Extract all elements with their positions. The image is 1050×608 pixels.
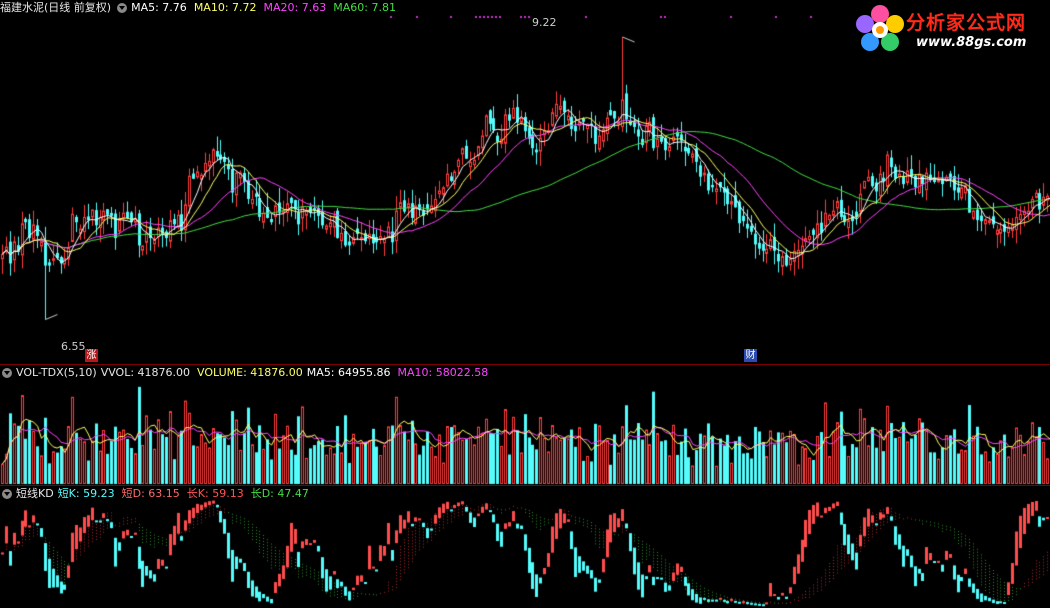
volume-ma5-value: MA5: 64955.86 xyxy=(306,366,391,379)
vvol-value: VVOL: 41876.00 xyxy=(100,366,191,379)
finance-tag[interactable]: 财 xyxy=(744,349,757,362)
limit-up-tag[interactable]: 涨 xyxy=(85,349,98,362)
logo-title: 分析家公式网 xyxy=(906,12,1027,34)
stock-name: 福建水泥(日线 前复权) xyxy=(0,1,112,14)
long-d-value: 长D: 47.47 xyxy=(250,487,309,500)
site-logo[interactable]: 分析家公式网 www.88gs.com xyxy=(850,0,1050,60)
ma60-value: MA60: 7.81 xyxy=(333,1,396,14)
kd-indicator-name: 短线KD xyxy=(16,487,54,500)
short-d-value: 短D: 63.15 xyxy=(121,487,180,500)
long-k-value: 长K: 59.13 xyxy=(186,487,244,500)
low-price-label: 6.55 xyxy=(61,340,86,353)
high-price-label: 9.22 xyxy=(532,16,557,29)
volume-ma10-value: MA10: 58022.58 xyxy=(397,366,489,379)
panel-divider-2 xyxy=(0,485,1050,486)
short-k-value: 短K: 59.23 xyxy=(57,487,115,500)
volume-value: VOLUME: 41876.00 xyxy=(197,366,303,379)
indicator-menu-icon[interactable] xyxy=(117,3,128,13)
panel-divider-1 xyxy=(0,364,1050,365)
ma20-value: MA20: 7.63 xyxy=(263,1,327,14)
ma10-value: MA10: 7.72 xyxy=(193,1,257,14)
flower-logo-icon xyxy=(856,5,904,51)
ma5-value: MA5: 7.76 xyxy=(131,1,187,14)
volume-panel-header: VOL-TDX(5,10) VVOL: 41876.00 VOLUME: 418… xyxy=(0,365,495,381)
volume-menu-icon[interactable] xyxy=(2,368,12,378)
price-panel-header: 福建水泥(日线 前复权) MA5: 7.76 MA10: 7.72 MA20: … xyxy=(0,0,403,16)
volume-indicator-name: VOL-TDX(5,10) xyxy=(16,366,97,379)
kd-menu-icon[interactable] xyxy=(2,489,12,499)
logo-url: www.88gs.com xyxy=(916,35,1027,50)
kd-panel-header: 短线KD 短K: 59.23 短D: 63.15 长K: 59.13 长D: 4… xyxy=(0,486,316,502)
